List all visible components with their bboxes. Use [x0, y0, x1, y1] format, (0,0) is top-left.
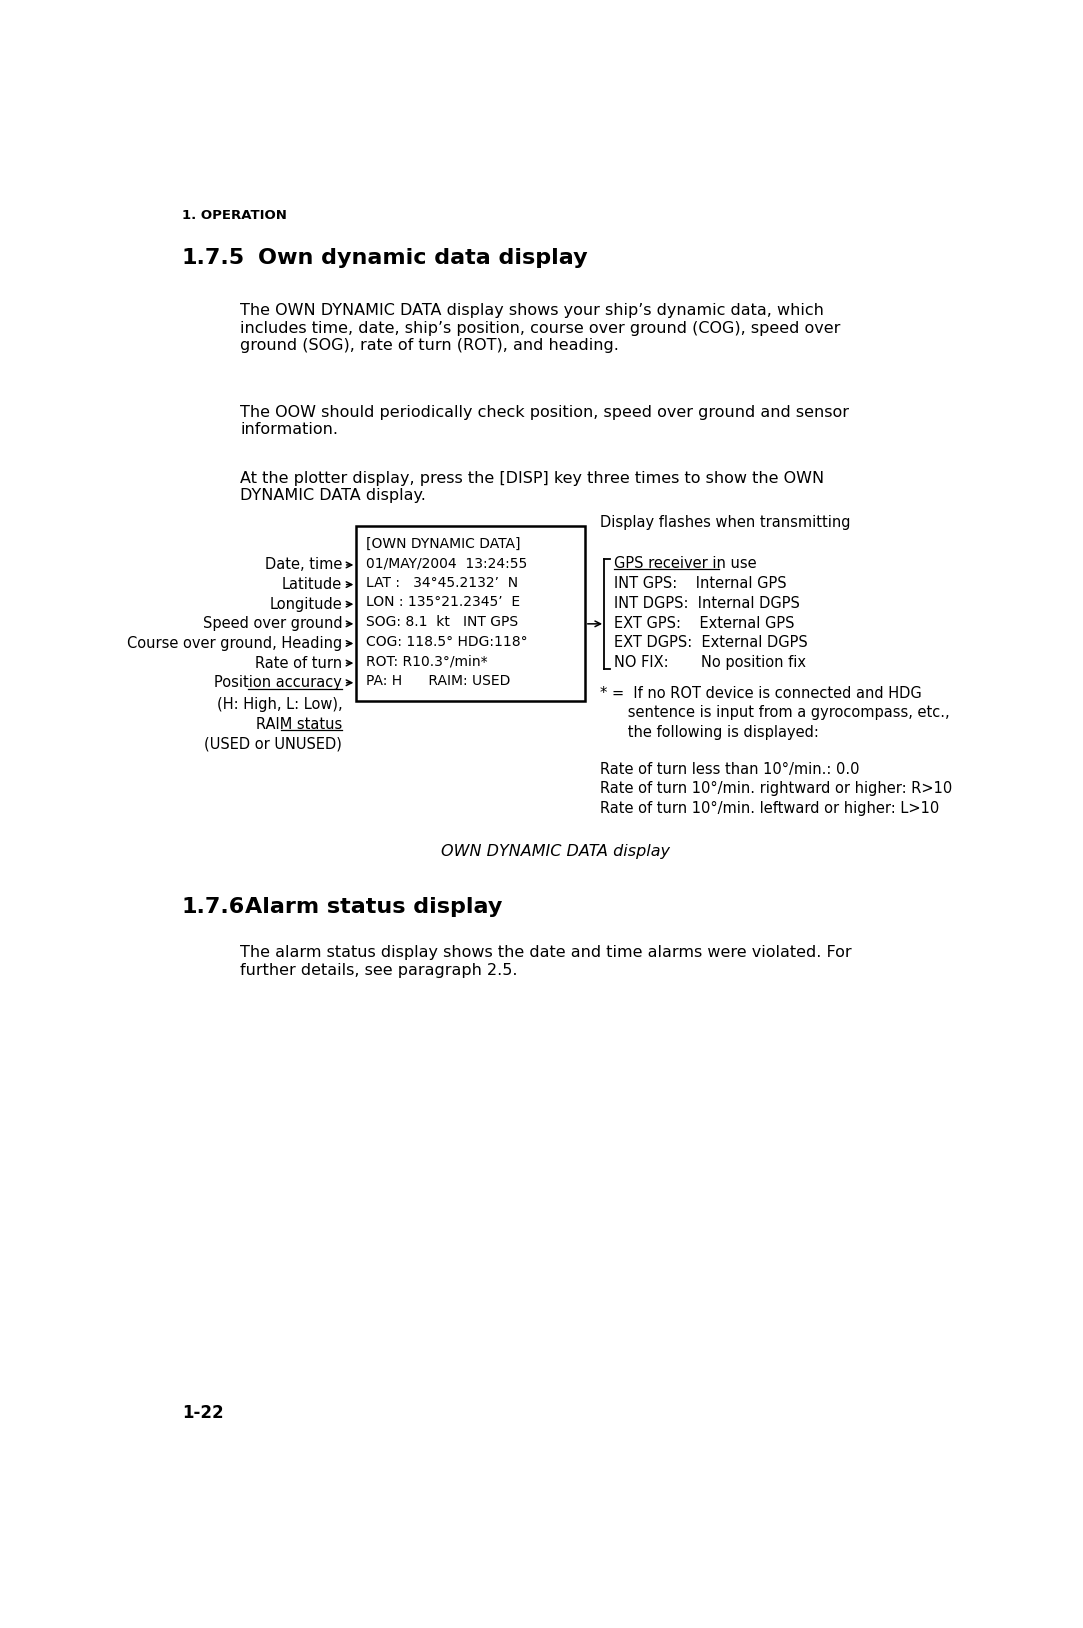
Text: 1.7.5: 1.7.5 — [182, 247, 245, 267]
Text: Rate of turn 10°/min. leftward or higher: L>10: Rate of turn 10°/min. leftward or higher… — [600, 801, 940, 816]
Text: GPS receiver in use: GPS receiver in use — [614, 555, 757, 571]
Text: RAIM status: RAIM status — [256, 716, 342, 733]
Text: Rate of turn 10°/min. rightward or higher: R>10: Rate of turn 10°/min. rightward or highe… — [600, 781, 953, 796]
Text: Date, time: Date, time — [265, 557, 342, 573]
Text: EXT GPS:    External GPS: EXT GPS: External GPS — [614, 615, 795, 630]
Text: OWN DYNAMIC DATA display: OWN DYNAMIC DATA display — [441, 843, 669, 858]
Text: LON : 135°21.2345’  E: LON : 135°21.2345’ E — [366, 596, 520, 609]
Text: (USED or UNUSED): (USED or UNUSED) — [205, 737, 342, 752]
Text: ROT: R10.3°/min*: ROT: R10.3°/min* — [366, 654, 487, 667]
Text: PA: H      RAIM: USED: PA: H RAIM: USED — [366, 674, 510, 689]
Text: 1.7.6: 1.7.6 — [182, 897, 245, 918]
Text: Latitude: Latitude — [282, 576, 342, 593]
Text: (H: High, L: Low),: (H: High, L: Low), — [217, 697, 342, 711]
Text: At the plotter display, press the [DISP] key three times to show the OWN
DYNAMIC: At the plotter display, press the [DISP]… — [240, 470, 824, 503]
Text: Rate of turn: Rate of turn — [256, 656, 342, 671]
Bar — [356, 526, 585, 702]
Text: [OWN DYNAMIC DATA]: [OWN DYNAMIC DATA] — [366, 537, 520, 550]
Text: 1. OPERATION: 1. OPERATION — [182, 210, 287, 221]
Text: sentence is input from a gyrocompass, etc.,: sentence is input from a gyrocompass, et… — [600, 705, 950, 720]
Text: Rate of turn less than 10°/min.: 0.0: Rate of turn less than 10°/min.: 0.0 — [600, 762, 860, 777]
Text: Course over ground, Heading: Course over ground, Heading — [127, 637, 342, 651]
Text: Position accuracy: Position accuracy — [214, 676, 342, 690]
Text: NO FIX:       No position fix: NO FIX: No position fix — [614, 654, 807, 671]
Text: Alarm status display: Alarm status display — [246, 897, 503, 918]
Text: Display flashes when transmitting: Display flashes when transmitting — [600, 514, 851, 529]
Text: EXT DGPS:  External DGPS: EXT DGPS: External DGPS — [614, 635, 808, 651]
Text: Longitude: Longitude — [270, 597, 342, 612]
Text: Own dynamic data display: Own dynamic data display — [258, 247, 587, 267]
Text: COG: 118.5° HDG:118°: COG: 118.5° HDG:118° — [366, 635, 527, 648]
Text: SOG: 8.1  kt   INT GPS: SOG: 8.1 kt INT GPS — [366, 615, 518, 628]
Text: INT DGPS:  Internal DGPS: INT DGPS: Internal DGPS — [614, 596, 800, 610]
Text: INT GPS:    Internal GPS: INT GPS: Internal GPS — [614, 576, 787, 591]
Text: 1-22: 1-22 — [182, 1403, 223, 1421]
Text: 01/MAY/2004  13:24:55: 01/MAY/2004 13:24:55 — [366, 557, 526, 570]
Text: * =  If no ROT device is connected and HDG: * = If no ROT device is connected and HD… — [600, 685, 922, 700]
Text: The alarm status display shows the date and time alarms were violated. For
furth: The alarm status display shows the date … — [240, 946, 851, 977]
Text: LAT :   34°45.2132’  N: LAT : 34°45.2132’ N — [366, 576, 518, 589]
Text: Speed over ground: Speed over ground — [203, 617, 342, 632]
Text: The OOW should periodically check position, speed over ground and sensor
informa: The OOW should periodically check positi… — [240, 405, 849, 438]
Text: the following is displayed:: the following is displayed: — [600, 724, 819, 741]
Text: The OWN DYNAMIC DATA display shows your ship’s dynamic data, which
includes time: The OWN DYNAMIC DATA display shows your … — [240, 303, 840, 353]
